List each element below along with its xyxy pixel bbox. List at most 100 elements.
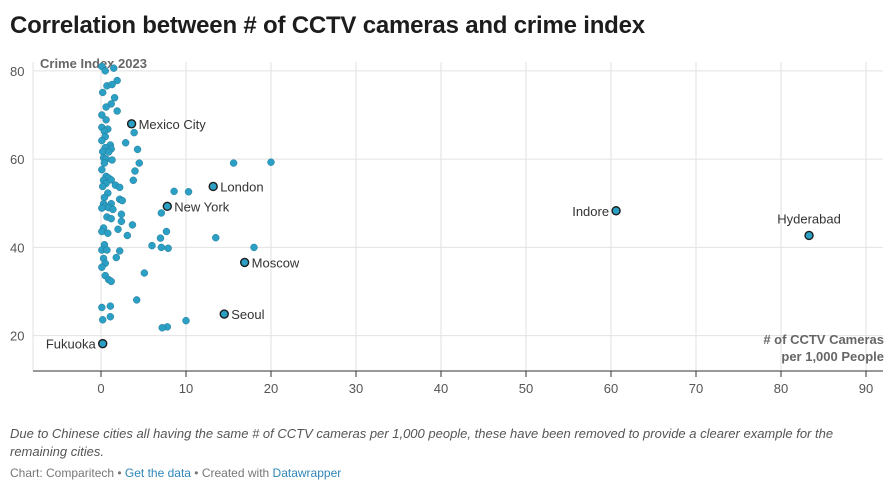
data-point [98,166,106,174]
data-point [148,241,156,250]
point-label: Fukuoka [46,337,97,352]
data-point [115,247,124,255]
data-point [164,244,172,252]
data-point [100,193,109,202]
point-label: Indore [572,204,609,219]
data-point [107,176,115,184]
data-point [110,64,118,72]
highlighted-point [611,206,621,216]
data-point [107,277,115,286]
data-point [170,187,178,196]
highlighted-point [162,201,173,212]
data-point [106,313,115,321]
point-label: Seoul [231,307,264,322]
data-point [112,253,121,262]
point-label: London [220,179,263,194]
x-tick-label: 40 [434,381,448,396]
data-point [182,316,190,325]
data-point [158,324,166,332]
data-point [104,229,112,237]
point-label: Mexico City [139,117,207,132]
y-tick-label: 20 [10,329,24,344]
highlighted-point [804,230,814,241]
x-axis-label: # of CCTV Cameras [763,332,884,347]
data-point [121,139,130,147]
data-point [113,76,121,85]
x-tick-label: 80 [774,381,788,396]
highlighted-point [219,309,229,319]
highlighted-point [239,257,250,268]
x-tick-label: 60 [604,381,618,396]
chart-title: Correlation between # of CCTV cameras an… [10,12,645,39]
y-tick-label: 60 [10,152,24,167]
data-point [98,263,106,271]
data-point [98,182,107,191]
point-label: New York [174,199,229,214]
data-point [109,205,117,214]
scatter-plot: 0 10 20 30 40 50 60 70 80 90 20 40 60 80 Crime Index 2… [10,56,884,396]
data-point [162,227,171,236]
y-axis-label: Crime Index 2023 [40,56,147,71]
highlight-layer [97,119,814,349]
data-point [100,159,109,167]
y-tick-label: 40 [10,240,24,255]
point-layer [98,62,275,332]
data-point [98,88,107,97]
chart-footer: Chart: Comparitech • Get the data • Crea… [10,466,341,480]
data-point [108,156,116,164]
x-tick-label: 10 [179,381,193,396]
footer-separator: • [114,466,125,480]
label-layer: Mexico City London New York Moscow Seoul Fuku… [46,117,841,352]
data-point [110,94,119,102]
data-point [108,80,116,89]
axis-layer: 0 10 20 30 40 50 60 70 80 90 20 40 60 80 Crime Index 2… [10,56,884,396]
data-point [212,233,220,242]
data-point [102,116,110,124]
data-point [98,303,106,312]
get-the-data-link[interactable]: Get the data [124,466,191,480]
data-point [184,188,193,196]
x-tick-label: 30 [349,381,363,396]
data-point [104,148,113,156]
y-tick-label: 80 [10,64,24,79]
data-point [115,183,124,192]
highlighted-point [97,338,108,349]
data-point [98,136,106,145]
highlighted-point [126,119,137,129]
x-tick-label: 50 [519,381,533,396]
footer-created-with: • Created with [190,466,273,480]
data-point [103,246,111,254]
data-point [132,296,141,304]
x-tick-label: 0 [97,381,104,396]
highlighted-point [208,181,218,192]
data-point [250,243,258,252]
x-tick-label: 90 [859,381,873,396]
x-axis-label: per 1,000 People [781,349,884,364]
data-point [156,234,165,242]
data-point [128,221,137,229]
data-point [157,243,166,252]
data-point [140,269,149,277]
point-label: Hyderabad [777,211,841,226]
data-point [135,159,143,167]
data-point [113,107,121,115]
data-point [98,204,106,212]
data-point [98,111,106,119]
data-point [229,159,238,167]
chart-note: Due to Chinese cities all having the sam… [10,426,834,459]
data-point [267,158,275,166]
data-point [98,316,107,324]
data-point [129,176,138,185]
footer-source: Chart: Comparitech [10,466,115,480]
datawrapper-link[interactable]: Datawrapper [272,466,342,480]
data-point [101,67,109,75]
data-point [114,225,122,234]
data-point [131,167,139,175]
data-point [117,217,126,226]
data-point [157,209,166,217]
x-tick-label: 70 [689,381,703,396]
data-point [102,103,110,111]
data-point [107,215,115,223]
x-tick-label: 20 [264,381,278,396]
point-label: Moscow [252,255,300,270]
